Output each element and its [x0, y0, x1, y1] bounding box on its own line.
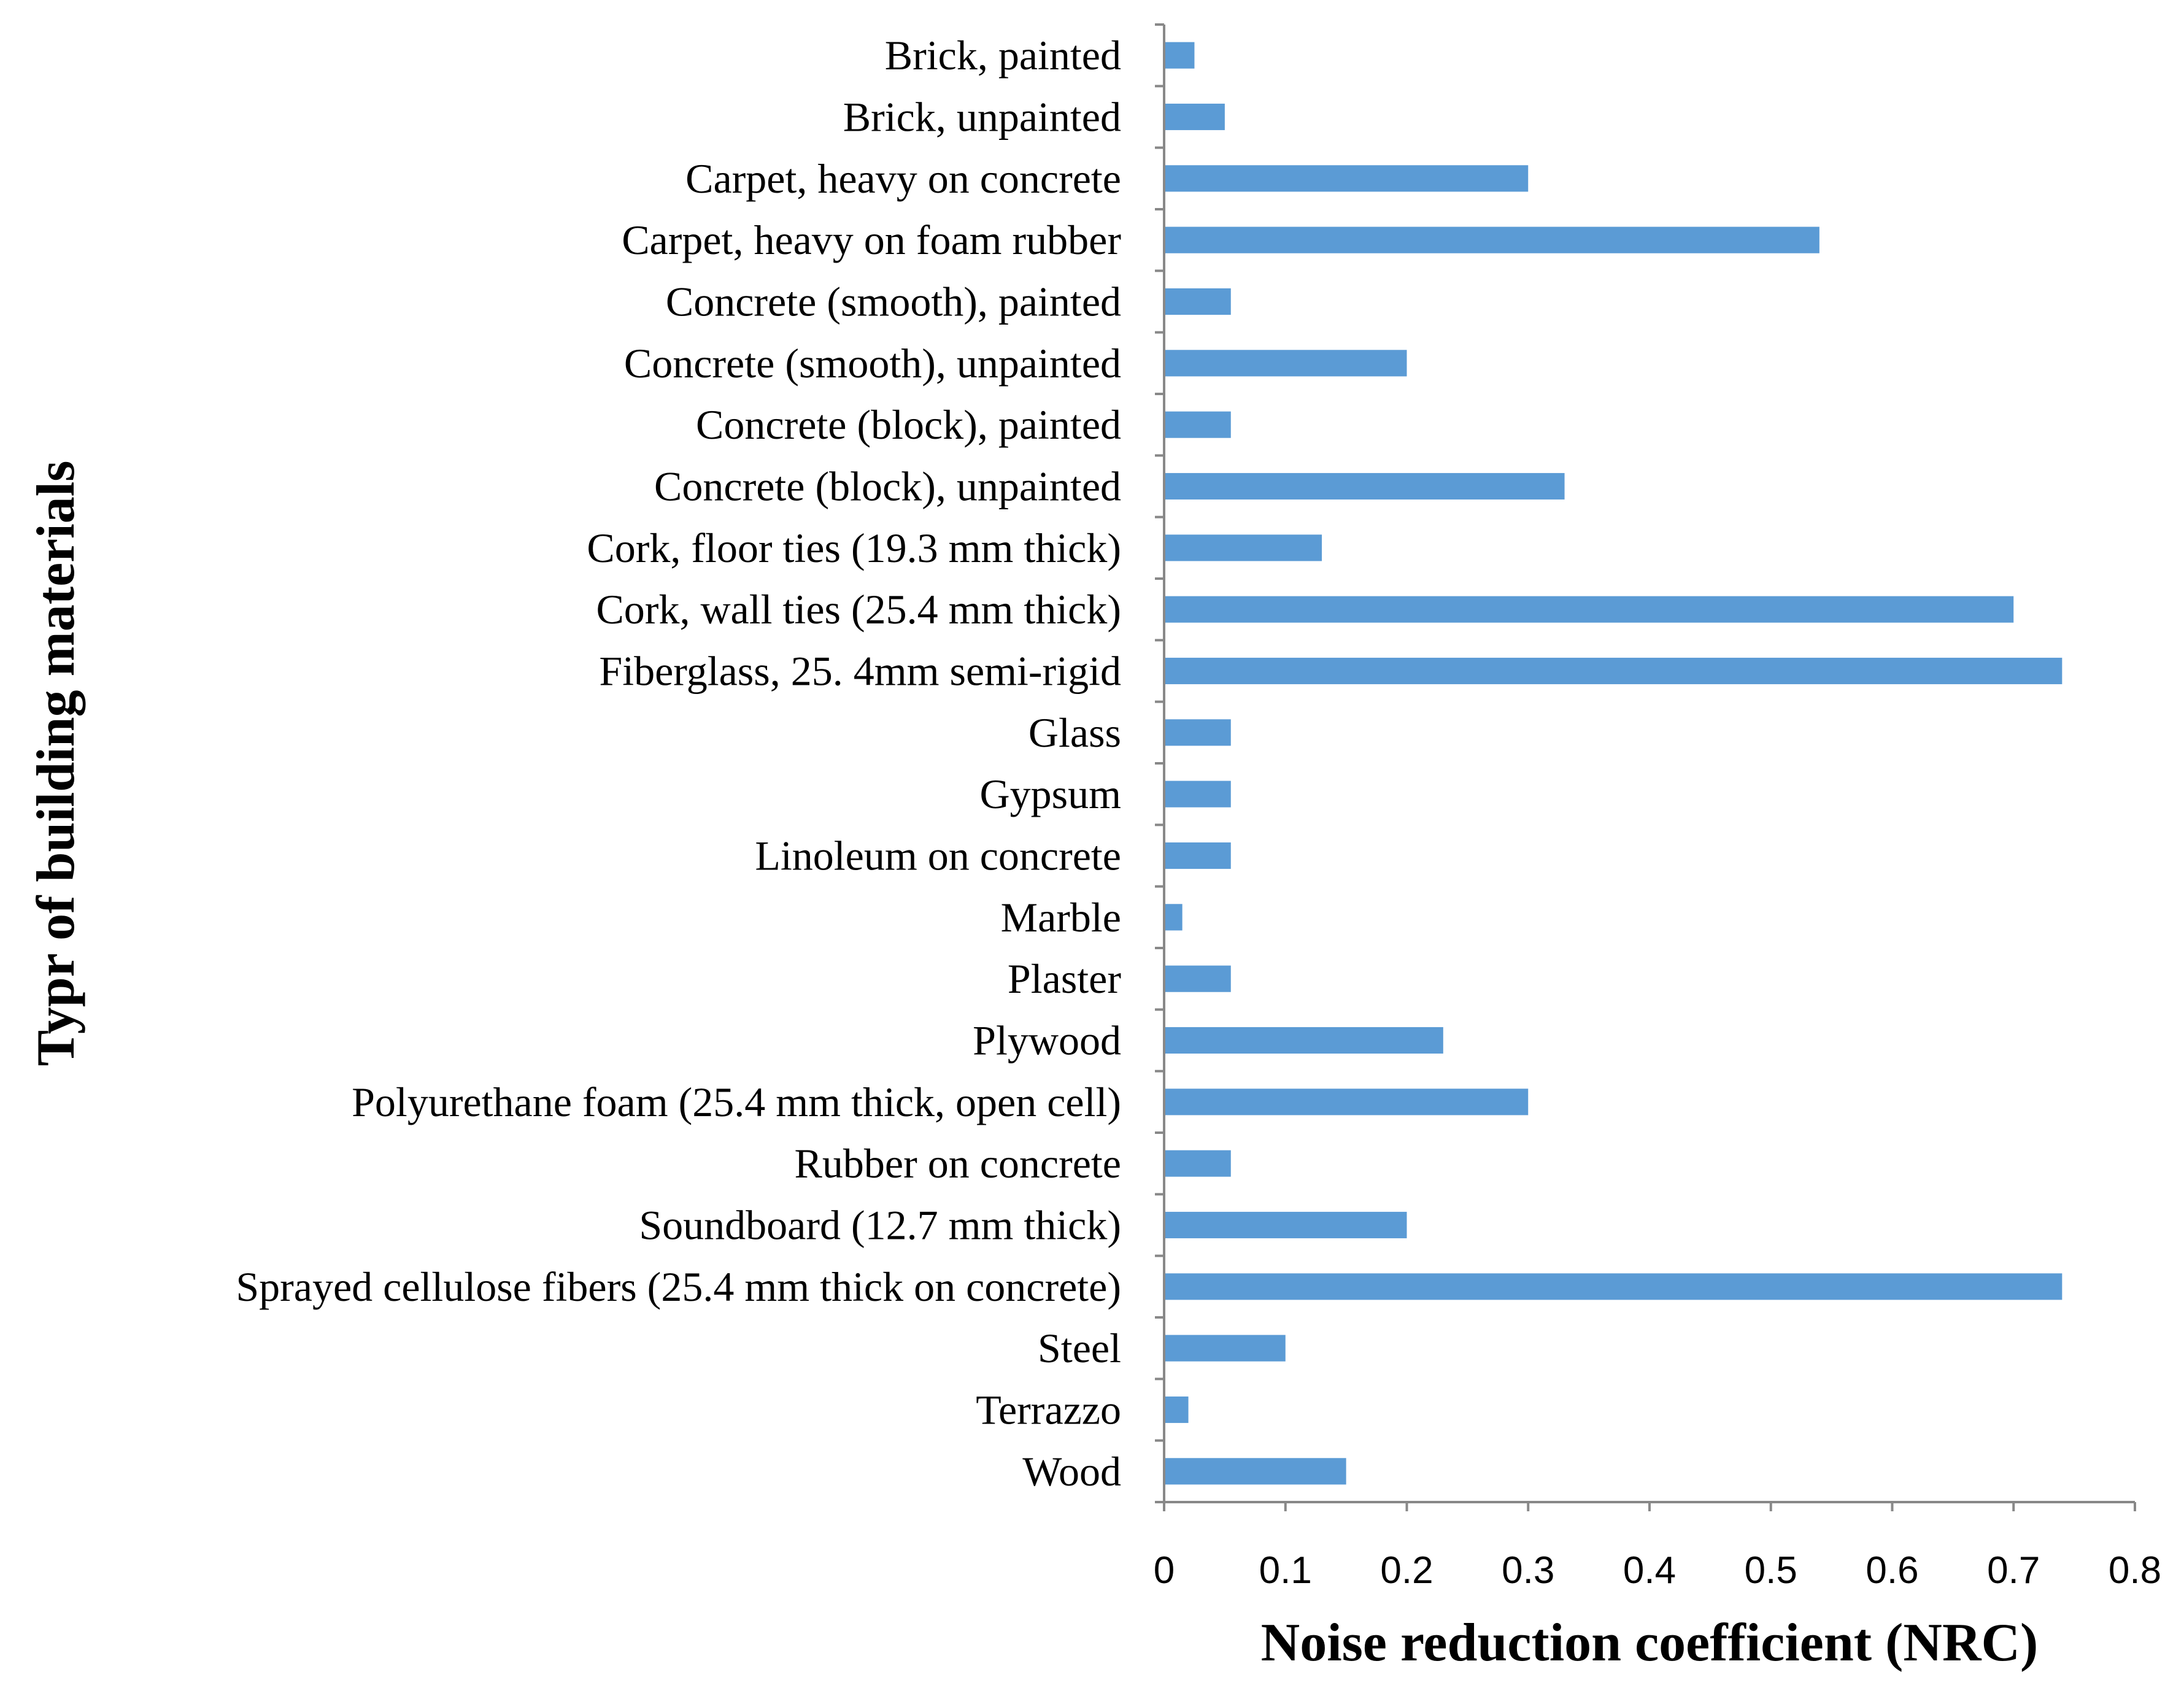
bar — [1164, 103, 1225, 131]
x-tick-marks — [1163, 1502, 2136, 1511]
category-label: Linoleum on concrete — [755, 833, 1121, 879]
bar — [1164, 842, 1231, 869]
bar — [1164, 226, 1819, 253]
x-tick-label: 0.6 — [1866, 1549, 1918, 1592]
bar — [1164, 350, 1407, 377]
bar — [1164, 719, 1231, 746]
bars-group — [1164, 42, 2062, 1485]
category-label: Plaster — [1008, 955, 1121, 1002]
bar — [1164, 1458, 1346, 1485]
bar — [1164, 1211, 1407, 1239]
bar — [1164, 472, 1565, 500]
bar — [1164, 657, 2062, 685]
x-tick-labels: 0 0.1 0.2 0.3 0.4 0.5 0.6 0.7 0.8 — [1154, 1549, 2161, 1592]
y-tick-marks — [1155, 23, 1164, 1503]
category-label: Concrete (block), painted — [696, 401, 1121, 448]
category-label: Gypsum — [980, 771, 1121, 817]
category-label: Carpet, heavy on foam rubber — [622, 217, 1121, 263]
category-label: Terrazzo — [976, 1387, 1121, 1433]
bar — [1164, 42, 1195, 69]
bar — [1164, 1335, 1286, 1362]
x-tick-label: 0.5 — [1745, 1549, 1797, 1592]
x-tick-label: 0.1 — [1259, 1549, 1312, 1592]
category-label: Polyurethane foam (25.4 mm thick, open c… — [352, 1079, 1121, 1125]
bar — [1164, 1027, 1443, 1054]
x-tick-label: 0.7 — [1987, 1549, 2040, 1592]
category-labels: Brick, painted Brick, unpainted Carpet, he… — [236, 32, 1121, 1495]
x-tick-label: 0.4 — [1623, 1549, 1676, 1592]
category-label: Rubber on concrete — [795, 1140, 1121, 1187]
y-axis-title: Typr of building materials — [26, 461, 86, 1066]
x-tick-label: 0.8 — [2109, 1549, 2161, 1592]
category-label: Concrete (smooth), painted — [666, 279, 1121, 325]
bar — [1164, 1273, 2062, 1300]
category-label: Cork, wall ties (25.4 mm thick) — [596, 586, 1121, 633]
category-label: Carpet, heavy on concrete — [685, 155, 1121, 202]
bar — [1164, 288, 1231, 315]
category-label: Soundboard (12.7 mm thick) — [639, 1202, 1121, 1249]
category-label: Brick, painted — [885, 32, 1121, 79]
bar — [1164, 534, 1322, 561]
x-tick-label: 0 — [1154, 1549, 1175, 1592]
category-label: Concrete (smooth), unpainted — [624, 340, 1121, 387]
category-label: Concrete (block), unpainted — [654, 463, 1121, 510]
category-label: Plywood — [973, 1017, 1121, 1064]
category-label: Glass — [1028, 709, 1121, 756]
bar — [1164, 411, 1231, 438]
bar — [1164, 1150, 1231, 1177]
category-label: Cork, floor ties (19.3 mm thick) — [587, 525, 1121, 571]
x-tick-label: 0.2 — [1380, 1549, 1433, 1592]
x-axis-title: Noise reduction coefficient (NRC) — [1261, 1613, 2039, 1673]
category-label: Wood — [1022, 1448, 1121, 1495]
bar — [1164, 965, 1231, 992]
category-label: Brick, unpainted — [843, 94, 1121, 141]
bar — [1164, 1089, 1529, 1116]
category-label: Marble — [1001, 894, 1121, 941]
category-label: Fiberglass, 25. 4mm semi-rigid — [599, 648, 1121, 695]
bar — [1164, 1396, 1189, 1424]
bar — [1164, 780, 1231, 807]
category-label: Sprayed cellulose fibers (25.4 mm thick … — [236, 1263, 1121, 1310]
x-tick-label: 0.3 — [1502, 1549, 1554, 1592]
bar — [1164, 165, 1529, 192]
bar — [1164, 904, 1183, 931]
bar — [1164, 596, 2014, 623]
category-label: Steel — [1038, 1325, 1121, 1371]
